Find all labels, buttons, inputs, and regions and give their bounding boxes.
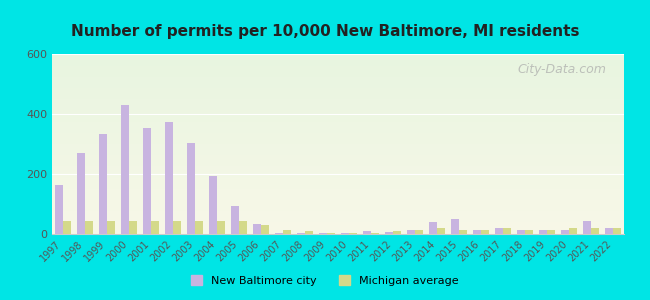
Bar	[122, 105, 129, 234]
Bar	[107, 220, 114, 234]
Bar	[297, 233, 305, 234]
Bar	[151, 220, 159, 234]
Bar	[261, 225, 268, 234]
Bar	[341, 233, 349, 234]
Bar	[451, 219, 459, 234]
Bar	[569, 228, 577, 234]
Bar	[415, 230, 422, 234]
Bar	[363, 231, 371, 234]
Bar	[517, 230, 525, 234]
Bar	[613, 228, 621, 234]
Bar	[85, 220, 93, 234]
Bar	[540, 230, 547, 234]
Bar	[239, 220, 247, 234]
Bar	[77, 153, 85, 234]
Bar	[209, 176, 217, 234]
Bar	[385, 232, 393, 234]
Bar	[349, 232, 357, 234]
Bar	[254, 224, 261, 234]
Bar	[63, 220, 71, 234]
Bar	[393, 231, 400, 234]
Bar	[583, 220, 591, 234]
Bar	[473, 230, 481, 234]
Bar	[55, 184, 63, 234]
Bar	[283, 230, 291, 234]
Bar	[129, 220, 136, 234]
Bar	[276, 232, 283, 234]
Bar	[187, 142, 195, 234]
Bar	[437, 228, 445, 234]
Bar	[459, 230, 467, 234]
Bar	[591, 228, 599, 234]
Bar	[165, 122, 173, 234]
Bar	[143, 128, 151, 234]
Bar	[605, 228, 613, 234]
Bar	[503, 228, 511, 234]
Bar	[231, 206, 239, 234]
Text: Number of permits per 10,000 New Baltimore, MI residents: Number of permits per 10,000 New Baltimo…	[71, 24, 579, 39]
Text: City-Data.com: City-Data.com	[518, 63, 607, 76]
Bar	[429, 222, 437, 234]
Bar	[547, 230, 554, 234]
Bar	[99, 134, 107, 234]
Bar	[327, 232, 335, 234]
Legend: New Baltimore city, Michigan average: New Baltimore city, Michigan average	[186, 270, 464, 291]
Bar	[305, 231, 313, 234]
Bar	[319, 233, 327, 234]
Bar	[481, 230, 489, 234]
Bar	[371, 232, 379, 234]
Bar	[195, 220, 203, 234]
Bar	[495, 228, 503, 234]
Bar	[408, 230, 415, 234]
Bar	[562, 230, 569, 234]
Bar	[217, 220, 225, 234]
Bar	[525, 230, 533, 234]
Bar	[173, 220, 181, 234]
